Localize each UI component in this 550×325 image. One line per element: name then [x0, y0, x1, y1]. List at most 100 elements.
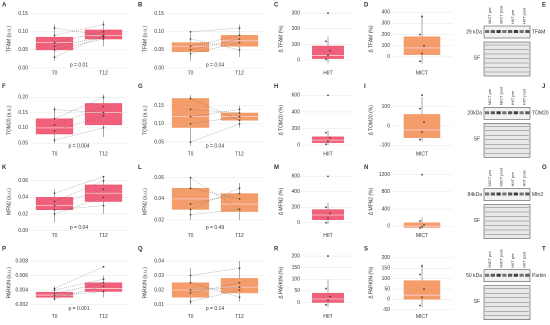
point — [238, 108, 241, 111]
point — [238, 119, 241, 122]
point — [53, 289, 56, 291]
y-tick-label: 150 — [382, 266, 391, 272]
y-tick-label: 0.15 — [18, 11, 28, 17]
point — [102, 175, 105, 178]
y-tick-label: -100 — [380, 143, 390, 149]
pair-line — [54, 176, 104, 194]
point — [189, 52, 192, 55]
point — [421, 173, 423, 176]
point — [102, 30, 105, 33]
point — [53, 208, 56, 211]
blot-frame — [483, 107, 531, 120]
point — [189, 45, 192, 48]
x-tick-label: T0 — [52, 152, 58, 158]
panel-letter: I — [364, 84, 366, 90]
y-tick-label: 0.01 — [154, 302, 164, 308]
box — [312, 136, 344, 143]
kda-label: 84kDa — [468, 192, 483, 198]
blot-band — [496, 192, 501, 196]
x-tick-label: T0 — [52, 314, 58, 320]
point — [325, 206, 327, 209]
point — [327, 94, 329, 97]
point — [102, 114, 105, 117]
point — [329, 136, 331, 139]
p-value: p = 0.04 — [206, 62, 224, 68]
x-tick-label: T12 — [235, 314, 244, 320]
pair-line — [54, 180, 104, 202]
blot-band — [525, 273, 530, 277]
panel-letter: O — [542, 165, 547, 171]
panel-letter: H — [274, 84, 278, 90]
point — [325, 58, 327, 61]
p-value: p = 0.49 — [206, 225, 224, 231]
point — [327, 255, 329, 257]
y-tick-label: 0 — [387, 297, 390, 303]
panel-letter: T — [542, 246, 546, 252]
lane-label: HIIT post — [521, 251, 526, 268]
box — [312, 292, 344, 303]
pair-line — [190, 188, 240, 210]
pair-line — [190, 42, 240, 54]
point — [189, 208, 192, 211]
protein-label: Mfn2 — [532, 192, 543, 198]
pair-line — [190, 268, 240, 276]
lane-label: MICT pre — [487, 7, 492, 24]
point — [189, 187, 192, 190]
point — [102, 179, 105, 182]
p-value: p = 0.14 — [206, 306, 224, 312]
pair-line — [190, 177, 240, 210]
point — [102, 196, 105, 199]
point — [53, 34, 56, 37]
panel-letter: D — [364, 3, 369, 9]
y-tick-label: 400 — [292, 189, 301, 195]
y-tick-label: 800 — [382, 189, 391, 195]
pair-line — [54, 205, 104, 210]
lane-label: HIIT post — [521, 88, 526, 105]
y-tick-label: 0.10 — [154, 29, 164, 35]
point — [102, 111, 105, 114]
panel-letter: L — [138, 165, 142, 171]
x-tick-label: T12 — [235, 233, 244, 239]
pair-line — [190, 209, 240, 215]
y-tick-label: 150 — [292, 265, 301, 271]
blot-band — [485, 192, 490, 196]
x-tick-label: T12 — [99, 233, 108, 239]
point — [325, 40, 327, 43]
y-tick-label: 0.02 — [154, 287, 164, 293]
blot-frame — [483, 188, 531, 201]
blot-band — [508, 273, 513, 277]
point — [102, 265, 105, 268]
lane-label: HIIT post — [521, 7, 526, 24]
x-tick-label: T12 — [99, 70, 108, 76]
pair-line — [54, 97, 104, 119]
y-tick-label: 0.03 — [154, 273, 164, 279]
lane-label: HIIT pre — [510, 253, 515, 268]
kda-label: 20kDa — [468, 111, 483, 117]
point — [53, 41, 56, 44]
point — [421, 296, 423, 299]
point — [325, 131, 327, 134]
pair-line — [54, 109, 104, 113]
point — [102, 188, 105, 190]
point — [53, 48, 56, 51]
x-tick-label: T0 — [188, 233, 194, 239]
sf-label: SF — [474, 137, 480, 143]
blot-band — [496, 30, 501, 33]
pair-line — [190, 35, 240, 47]
point — [53, 200, 56, 203]
point — [102, 36, 105, 39]
y-tick-label: 0.05 — [154, 47, 164, 53]
lane-label: HIIT pre — [510, 171, 515, 186]
point — [102, 285, 105, 288]
y-tick-label: 0.002 — [15, 302, 28, 308]
y-tick-label: 0.10 — [154, 121, 164, 127]
point — [189, 30, 192, 33]
y-tick-label: 400 — [292, 109, 301, 115]
pair-line — [190, 116, 240, 125]
point — [421, 225, 423, 228]
point — [423, 224, 425, 226]
point — [53, 139, 56, 141]
y-tick-label: 0.004 — [15, 287, 28, 293]
y-axis-label: Δ TOM20 (%) — [368, 105, 374, 136]
point — [423, 288, 425, 290]
